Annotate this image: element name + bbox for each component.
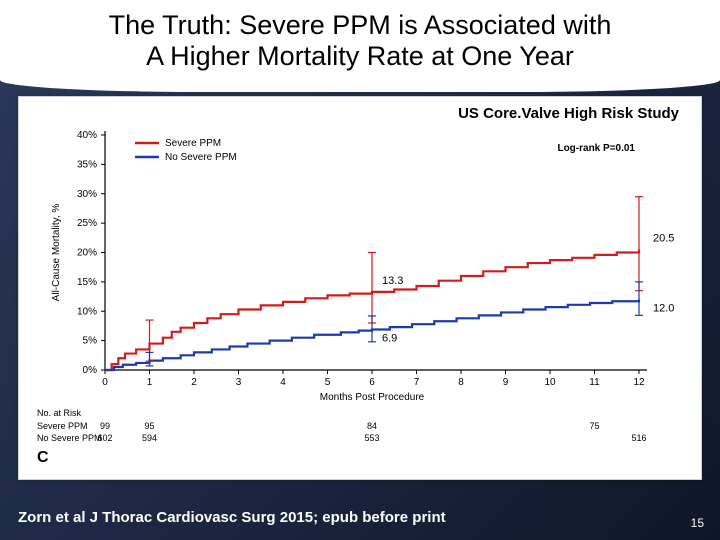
svg-text:9: 9 [503, 377, 509, 388]
svg-text:0: 0 [102, 377, 108, 388]
mortality-chart: 0%5%10%15%20%25%30%35%40%012345678910111… [19, 125, 703, 481]
svg-text:No Severe PPM: No Severe PPM [37, 433, 102, 443]
svg-text:10%: 10% [77, 306, 97, 317]
svg-text:3: 3 [236, 377, 242, 388]
svg-text:8: 8 [458, 377, 464, 388]
svg-text:5: 5 [325, 377, 331, 388]
svg-text:No. at Risk: No. at Risk [37, 408, 82, 418]
svg-text:602: 602 [97, 433, 112, 443]
svg-text:2: 2 [191, 377, 197, 388]
title-line-2: A Higher Mortality Rate at One Year [146, 41, 574, 71]
slide-number: 15 [691, 516, 704, 530]
svg-text:20.5: 20.5 [653, 233, 674, 245]
svg-text:12: 12 [633, 377, 645, 388]
svg-text:1: 1 [147, 377, 153, 388]
svg-text:12.0: 12.0 [653, 303, 674, 315]
svg-text:C: C [37, 449, 49, 466]
study-label: US Core.Valve High Risk Study [458, 105, 679, 122]
svg-text:No Severe PPM: No Severe PPM [165, 152, 237, 163]
svg-text:75: 75 [589, 421, 599, 431]
svg-text:95: 95 [144, 421, 154, 431]
chart-panel: US Core.Valve High Risk Study 0% 5% 10% 15%… [18, 96, 702, 480]
svg-text:25%: 25% [77, 218, 97, 229]
svg-text:5%: 5% [83, 336, 98, 347]
svg-text:15%: 15% [77, 277, 97, 288]
svg-text:10: 10 [544, 377, 556, 388]
svg-text:516: 516 [631, 433, 646, 443]
svg-text:11: 11 [589, 377, 600, 388]
svg-text:99: 99 [100, 421, 110, 431]
svg-text:4: 4 [280, 377, 286, 388]
svg-text:13.3: 13.3 [382, 275, 403, 287]
svg-text:Severe PPM: Severe PPM [37, 421, 88, 431]
title-line-1: The Truth: Severe PPM is Associated with [109, 10, 612, 40]
svg-text:30%: 30% [77, 189, 97, 200]
citation-text: Zorn et al J Thorac Cardiovasc Surg 2015… [18, 509, 446, 526]
svg-text:40%: 40% [77, 130, 97, 141]
svg-text:Log-rank P=0.01: Log-rank P=0.01 [557, 143, 635, 154]
svg-text:553: 553 [364, 433, 379, 443]
svg-text:20%: 20% [77, 248, 97, 259]
svg-text:35%: 35% [77, 159, 97, 170]
svg-text:6.9: 6.9 [382, 332, 397, 344]
svg-text:6: 6 [369, 377, 375, 388]
slide-title: The Truth: Severe PPM is Associated with… [0, 0, 720, 78]
svg-text:84: 84 [367, 421, 377, 431]
svg-text:0%: 0% [83, 365, 98, 376]
svg-text:7: 7 [414, 377, 420, 388]
svg-text:594: 594 [142, 433, 157, 443]
svg-text:Months Post Procedure: Months Post Procedure [320, 392, 425, 403]
svg-text:All-Cause Mortality, %: All-Cause Mortality, % [51, 204, 62, 302]
svg-text:Severe PPM: Severe PPM [165, 138, 221, 149]
